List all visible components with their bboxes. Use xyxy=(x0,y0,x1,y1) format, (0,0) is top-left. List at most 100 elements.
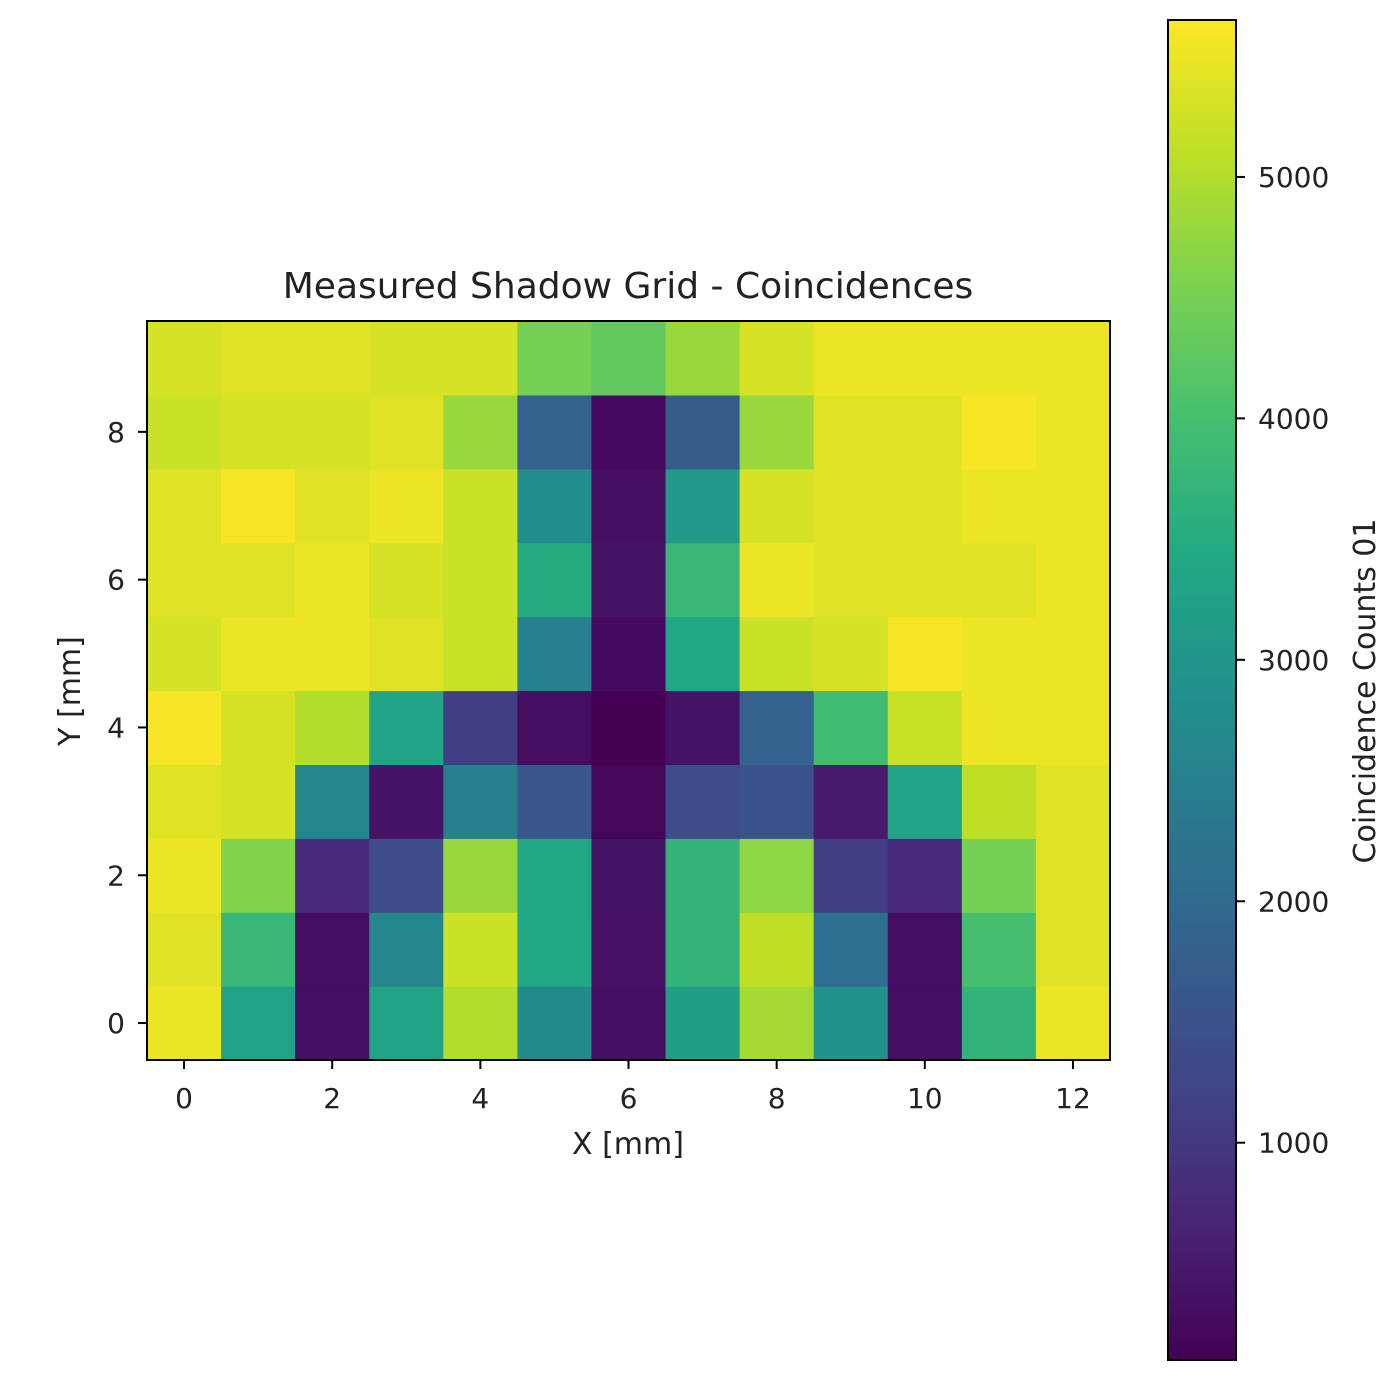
heatmap-cell xyxy=(1035,542,1111,618)
heatmap-cell xyxy=(813,542,889,618)
colorbar-tick-label: 4000 xyxy=(1258,402,1329,435)
heatmap-cell xyxy=(591,690,667,765)
heatmap-cell xyxy=(961,468,1037,544)
heatmap-cell xyxy=(739,394,815,470)
x-tick-label: 10 xyxy=(907,1082,943,1115)
heatmap-cell xyxy=(295,986,370,1061)
heatmap-cell xyxy=(887,394,963,470)
colorbar-tick-label: 5000 xyxy=(1258,161,1329,194)
heatmap-cell xyxy=(961,986,1037,1061)
heatmap-cell xyxy=(739,912,815,987)
heatmap-cell xyxy=(591,394,667,470)
heatmap-cell xyxy=(813,321,889,396)
chart-title: Measured Shadow Grid - Coincidences xyxy=(283,266,974,307)
heatmap-cell xyxy=(369,321,444,396)
heatmap-cell xyxy=(517,468,593,544)
heatmap-cell xyxy=(739,986,815,1061)
heatmap-cell xyxy=(517,838,593,913)
x-axis-label: X [mm] xyxy=(572,1127,684,1162)
heatmap-cell xyxy=(221,986,296,1061)
heatmap-cell xyxy=(443,616,518,692)
heatmap-cell xyxy=(887,838,963,913)
heatmap-cell xyxy=(147,394,222,470)
heatmap-cell xyxy=(369,690,444,765)
colorbar-label: Coincidence Counts 01 xyxy=(1348,519,1383,864)
heatmap-cell xyxy=(665,986,741,1061)
heatmap-cell xyxy=(369,468,444,544)
heatmap-cell xyxy=(665,394,741,470)
heatmap-cell xyxy=(591,838,667,913)
heatmap-cell xyxy=(739,321,815,396)
heatmap-cell xyxy=(739,690,815,765)
heatmap-cell xyxy=(443,394,518,470)
x-tick-label: 4 xyxy=(471,1082,489,1115)
heatmap-cell xyxy=(665,690,741,765)
heatmap-cell xyxy=(295,321,370,396)
heatmap-cell xyxy=(887,986,963,1061)
heatmap-cell xyxy=(887,616,963,692)
heatmap-cell xyxy=(369,912,444,987)
heatmap-cell xyxy=(961,616,1037,692)
x-tick-label: 0 xyxy=(175,1082,193,1115)
heatmap-cell xyxy=(147,616,222,692)
heatmap-cell xyxy=(961,690,1037,765)
heatmap-cell xyxy=(147,468,222,544)
heatmap-cell xyxy=(961,394,1037,470)
x-tick-label: 12 xyxy=(1055,1082,1091,1115)
heatmap-cell xyxy=(221,468,296,544)
x-tick-label: 6 xyxy=(620,1082,638,1115)
y-tick-label: 0 xyxy=(107,1007,125,1040)
heatmap-cell xyxy=(369,616,444,692)
heatmap-cell xyxy=(813,468,889,544)
colorbar-tick-label: 3000 xyxy=(1258,644,1329,677)
heatmap-cell xyxy=(443,468,518,544)
heatmap-cell xyxy=(665,468,741,544)
heatmap-cells xyxy=(147,321,1111,1061)
heatmap-cell xyxy=(369,542,444,618)
heatmap-cell xyxy=(295,616,370,692)
heatmap-cell xyxy=(443,321,518,396)
x-tick-label: 2 xyxy=(323,1082,341,1115)
heatmap-cell xyxy=(961,838,1037,913)
x-axis-ticks: 0 2 4 6 8 10 12 xyxy=(175,1060,1091,1115)
heatmap-cell xyxy=(961,912,1037,987)
heatmap-cell xyxy=(295,468,370,544)
heatmap-cell xyxy=(517,616,593,692)
heatmap-cell xyxy=(147,690,222,765)
heatmap-cell xyxy=(665,616,741,692)
heatmap-cell xyxy=(147,764,222,839)
heatmap-cell xyxy=(591,542,667,618)
heatmap-cell xyxy=(443,986,518,1061)
heatmap-cell xyxy=(961,321,1037,396)
heatmap-cell xyxy=(1035,912,1111,987)
x-tick-label: 8 xyxy=(768,1082,786,1115)
heatmap-cell xyxy=(147,912,222,987)
heatmap-cell xyxy=(369,838,444,913)
heatmap-cell xyxy=(591,321,667,396)
heatmap-cell xyxy=(1035,986,1111,1061)
heatmap-cell xyxy=(443,690,518,765)
heatmap-cell xyxy=(1035,394,1111,470)
heatmap-cell xyxy=(739,616,815,692)
heatmap-cell xyxy=(517,542,593,618)
heatmap-cell xyxy=(147,542,222,618)
heatmap-cell xyxy=(591,764,667,839)
heatmap-cell xyxy=(591,986,667,1061)
heatmap-cell xyxy=(517,394,593,470)
heatmap-cell xyxy=(665,321,741,396)
heatmap-cell xyxy=(147,986,222,1061)
heatmap-cell xyxy=(517,690,593,765)
heatmap-cell xyxy=(443,838,518,913)
heatmap-cell xyxy=(517,764,593,839)
heatmap-cell xyxy=(1035,838,1111,913)
y-tick-label: 8 xyxy=(107,416,125,449)
heatmap-cell xyxy=(961,542,1037,618)
heatmap-cell xyxy=(739,468,815,544)
heatmap-cell xyxy=(369,986,444,1061)
heatmap-cell xyxy=(443,912,518,987)
heatmap-cell xyxy=(813,912,889,987)
heatmap-cell xyxy=(591,912,667,987)
heatmap-cell xyxy=(665,764,741,839)
y-axis-label: Y [mm] xyxy=(53,636,88,747)
